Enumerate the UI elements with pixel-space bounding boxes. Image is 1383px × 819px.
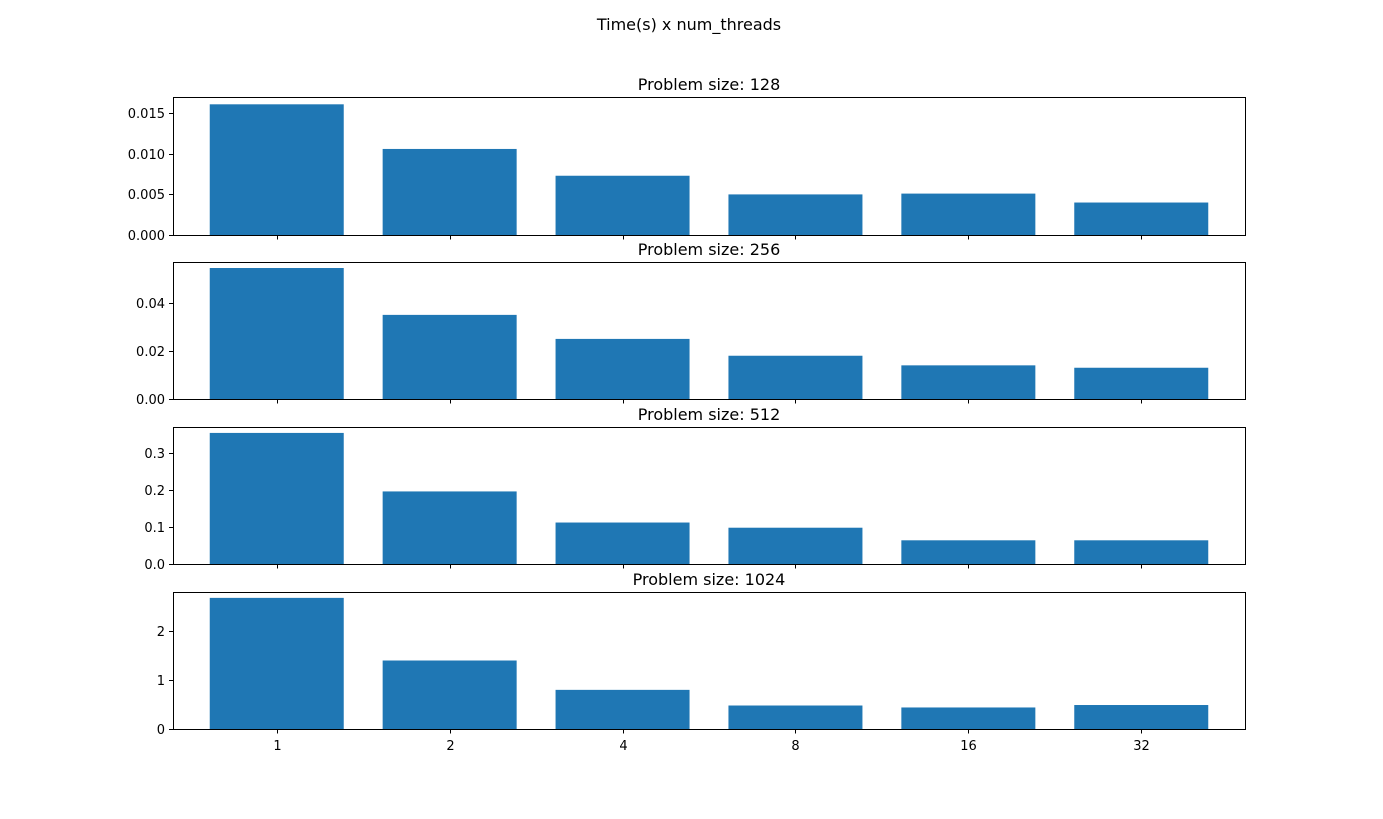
bar-32 <box>1074 202 1209 235</box>
subplot-title: Problem size: 128 <box>638 75 781 94</box>
bar-8 <box>728 355 863 399</box>
y-tick-label: 0.1 <box>144 521 165 536</box>
x-tick-label: 16 <box>960 739 977 754</box>
y-tick-label: 0.010 <box>128 148 165 163</box>
subplot-1: 0.000 0.005 0.010 0.015 Problem size: 128 <box>128 75 1246 244</box>
bar-1 <box>209 104 344 235</box>
axes-frame <box>173 592 1246 730</box>
subplot-title: Problem size: 1024 <box>633 570 786 589</box>
bar-4 <box>555 338 690 399</box>
bar-2 <box>382 491 517 564</box>
bar-1 <box>209 268 344 399</box>
bar-8 <box>728 194 863 235</box>
bar-8 <box>728 705 863 729</box>
bar-4 <box>555 175 690 235</box>
bar-8 <box>728 527 863 564</box>
y-tick-label: 0.005 <box>128 188 165 203</box>
y-tick-label: 0.3 <box>144 447 165 462</box>
y-tick-label: 1 <box>157 674 165 689</box>
axes-frame <box>173 97 1246 236</box>
y-tick-label: 2 <box>157 625 165 640</box>
bar-16 <box>901 193 1036 235</box>
subplot-4: 0 1 2 1 2 4 8 16 32 Problem size: 1024 <box>157 570 1246 754</box>
bar-32 <box>1074 705 1209 729</box>
bar-16 <box>901 707 1036 729</box>
bar-16 <box>901 540 1036 564</box>
bar-1 <box>209 597 344 729</box>
bar-2 <box>382 148 517 235</box>
bar-32 <box>1074 367 1209 399</box>
bar-32 <box>1074 540 1209 564</box>
y-tick-label: 0.0 <box>144 558 165 573</box>
subplot-3: 0.0 0.1 0.2 0.3 Problem size: 512 <box>144 405 1246 573</box>
bar-2 <box>382 314 517 399</box>
y-tick-label: 0.000 <box>128 229 165 244</box>
axes-frame <box>173 262 1246 400</box>
subplot-title: Problem size: 256 <box>638 240 781 259</box>
bar-2 <box>382 660 517 729</box>
y-tick-label: 0 <box>157 723 165 738</box>
y-tick-label: 0.00 <box>136 393 165 408</box>
y-tick-label: 0.015 <box>128 107 165 122</box>
bar-4 <box>555 522 690 564</box>
x-tick-label: 32 <box>1133 739 1150 754</box>
y-tick-label: 0.02 <box>136 345 165 360</box>
subplot-2: 0.00 0.02 0.04 Problem size: 256 <box>136 240 1246 408</box>
figure-suptitle: Time(s) x num_threads <box>596 15 781 35</box>
axes-frame <box>173 427 1246 565</box>
y-tick-label: 0.2 <box>144 484 165 499</box>
bar-4 <box>555 689 690 729</box>
x-tick-label: 4 <box>619 739 627 754</box>
x-tick-label: 1 <box>273 739 281 754</box>
x-tick-label: 2 <box>446 739 454 754</box>
x-tick-label: 8 <box>791 739 799 754</box>
bar-16 <box>901 365 1036 399</box>
subplot-title: Problem size: 512 <box>638 405 781 424</box>
bar-1 <box>209 432 344 564</box>
y-tick-label: 0.04 <box>136 297 165 312</box>
